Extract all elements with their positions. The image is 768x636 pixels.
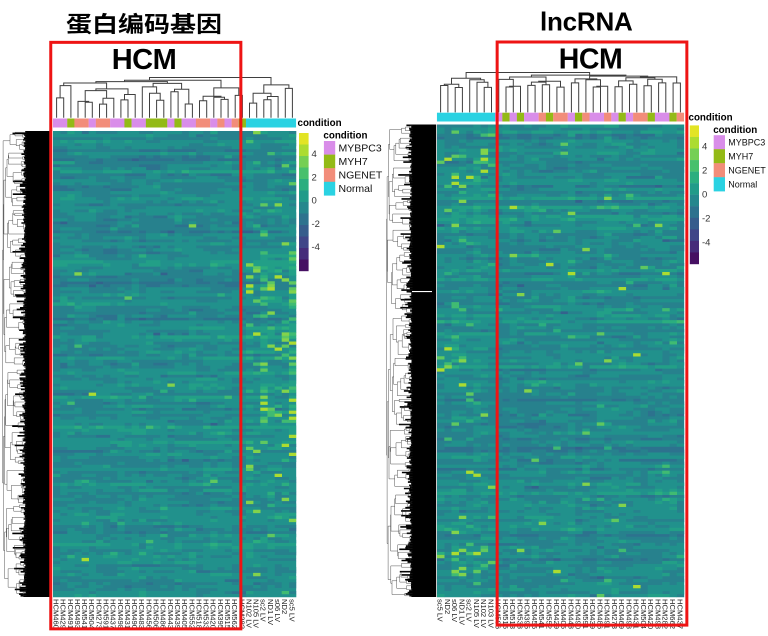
svg-text:MYH7: MYH7 bbox=[339, 156, 368, 168]
svg-text:NGENET: NGENET bbox=[339, 170, 383, 182]
svg-text:HCM469: HCM469 bbox=[617, 599, 626, 629]
svg-text:HCM662: HCM662 bbox=[668, 599, 677, 629]
svg-text:HCM439: HCM439 bbox=[588, 599, 597, 629]
svg-text:HCM443: HCM443 bbox=[566, 599, 575, 629]
svg-text:HCM395: HCM395 bbox=[216, 599, 225, 629]
svg-text:HCM518: HCM518 bbox=[508, 599, 517, 629]
svg-text:HCM493: HCM493 bbox=[73, 599, 82, 629]
svg-text:HCM439: HCM439 bbox=[173, 599, 182, 629]
svg-text:condition: condition bbox=[323, 130, 367, 141]
svg-text:HCM491: HCM491 bbox=[66, 599, 75, 629]
svg-text:HCM460: HCM460 bbox=[52, 599, 61, 629]
svg-text:sc5 LV: sc5 LV bbox=[436, 599, 445, 623]
svg-text:HCM591: HCM591 bbox=[581, 599, 590, 629]
svg-text:N102 LV: N102 LV bbox=[244, 599, 253, 629]
svg-text:HCM395: HCM395 bbox=[523, 599, 532, 629]
svg-text:HCM420: HCM420 bbox=[646, 599, 655, 629]
svg-text:s06 LV: s06 LV bbox=[273, 599, 282, 623]
svg-text:NGENET: NGENET bbox=[728, 165, 766, 175]
svg-text:HCM429: HCM429 bbox=[552, 599, 561, 629]
svg-text:HCM552: HCM552 bbox=[545, 599, 554, 629]
svg-text:HCM437: HCM437 bbox=[109, 599, 118, 629]
svg-text:MYH7: MYH7 bbox=[728, 151, 753, 161]
svg-text:HCM490: HCM490 bbox=[574, 599, 583, 629]
svg-text:HCM552: HCM552 bbox=[187, 599, 196, 629]
svg-text:sc2 LV: sc2 LV bbox=[465, 599, 474, 623]
svg-text:HCM541: HCM541 bbox=[80, 599, 89, 629]
svg-text:0: 0 bbox=[312, 196, 317, 207]
svg-text:HCM273: HCM273 bbox=[94, 599, 103, 629]
svg-text:HCM533: HCM533 bbox=[515, 599, 524, 629]
svg-text:-4: -4 bbox=[702, 238, 710, 249]
svg-text:4: 4 bbox=[702, 142, 707, 153]
svg-text:HCM431: HCM431 bbox=[123, 599, 132, 629]
svg-text:HCM405: HCM405 bbox=[559, 599, 568, 629]
svg-text:ND1 LV: ND1 LV bbox=[266, 599, 275, 626]
svg-text:HCM486: HCM486 bbox=[159, 599, 168, 629]
svg-text:HCM: HCM bbox=[559, 43, 622, 75]
svg-text:Normal: Normal bbox=[728, 179, 757, 189]
svg-text:-2: -2 bbox=[702, 214, 710, 225]
svg-text:HCM591: HCM591 bbox=[102, 599, 111, 629]
svg-text:HCM443: HCM443 bbox=[166, 599, 175, 629]
svg-text:HCM498: HCM498 bbox=[116, 599, 125, 629]
svg-text:N105 LV: N105 LV bbox=[252, 599, 261, 629]
svg-text:HCM429: HCM429 bbox=[59, 599, 68, 629]
svg-text:HCM498: HCM498 bbox=[654, 599, 663, 629]
svg-text:sc2 LV: sc2 LV bbox=[259, 599, 268, 623]
svg-text:HCM456: HCM456 bbox=[144, 599, 153, 629]
svg-text:HCM437: HCM437 bbox=[675, 599, 684, 629]
svg-text:HCM515: HCM515 bbox=[223, 599, 232, 629]
svg-text:condition: condition bbox=[713, 125, 757, 136]
svg-text:N105 LV: N105 LV bbox=[472, 599, 481, 629]
svg-text:HCM456: HCM456 bbox=[530, 599, 539, 629]
svg-text:HCM506: HCM506 bbox=[152, 599, 161, 629]
svg-text:MYBPC3: MYBPC3 bbox=[728, 137, 765, 147]
svg-text:HCM541: HCM541 bbox=[537, 599, 546, 629]
svg-text:Normal: Normal bbox=[339, 183, 373, 195]
svg-text:HCM483: HCM483 bbox=[137, 599, 146, 629]
svg-text:HCM: HCM bbox=[112, 44, 177, 76]
svg-text:2: 2 bbox=[702, 166, 707, 177]
svg-text:4: 4 bbox=[312, 149, 317, 160]
svg-text:HCM273: HCM273 bbox=[610, 599, 619, 629]
svg-text:ND2: ND2 bbox=[280, 599, 289, 614]
svg-text:HCM431: HCM431 bbox=[632, 599, 641, 629]
svg-text:HCM493: HCM493 bbox=[624, 599, 633, 629]
svg-text:HCM486: HCM486 bbox=[595, 599, 604, 629]
svg-text:HCM491: HCM491 bbox=[603, 599, 612, 629]
svg-text:MYBPC3: MYBPC3 bbox=[339, 142, 382, 154]
svg-text:HCM405: HCM405 bbox=[180, 599, 189, 629]
svg-text:2: 2 bbox=[312, 172, 317, 183]
svg-text:HCM504: HCM504 bbox=[87, 599, 96, 629]
svg-text:N103 LV: N103 LV bbox=[486, 599, 495, 629]
svg-text:N102 LV: N102 LV bbox=[479, 599, 488, 629]
svg-text:HCM504: HCM504 bbox=[639, 599, 648, 629]
svg-text:lncRNA: lncRNA bbox=[540, 7, 633, 37]
svg-text:condition: condition bbox=[689, 113, 733, 124]
svg-text:HCM533: HCM533 bbox=[202, 599, 211, 629]
svg-text:HCM420: HCM420 bbox=[209, 599, 218, 629]
svg-text:HCM490: HCM490 bbox=[130, 599, 139, 629]
svg-text:HCM515: HCM515 bbox=[501, 599, 510, 629]
svg-text:HCM562: HCM562 bbox=[230, 599, 239, 629]
svg-text:sc5 LV: sc5 LV bbox=[287, 599, 296, 623]
svg-text:condition: condition bbox=[298, 118, 342, 129]
svg-text:HCM518: HCM518 bbox=[194, 599, 203, 629]
svg-text:s06 LV: s06 LV bbox=[450, 599, 459, 623]
svg-text:HCM282: HCM282 bbox=[661, 599, 670, 629]
svg-text:ND1 LV: ND1 LV bbox=[457, 599, 466, 626]
svg-text:ND2: ND2 bbox=[443, 599, 452, 614]
svg-text:-2: -2 bbox=[312, 219, 320, 230]
svg-text:0: 0 bbox=[702, 190, 707, 201]
svg-text:-4: -4 bbox=[312, 242, 320, 253]
